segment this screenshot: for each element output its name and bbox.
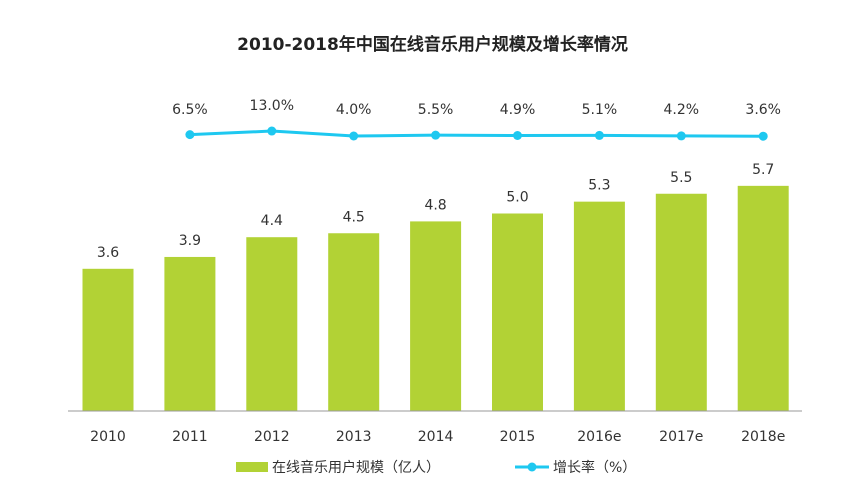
line-point [594, 130, 604, 140]
legend-line-marker [515, 462, 549, 472]
line-data-label: 3.6% [745, 102, 781, 118]
line-data-label: 5.5% [418, 102, 454, 118]
bar-data-label: 3.6 [97, 245, 119, 261]
bar-data-label: 3.9 [179, 233, 201, 249]
x-tick-label: 2013 [336, 429, 372, 445]
bar-data-label: 4.8 [424, 197, 446, 213]
line-point [267, 126, 277, 136]
bar [246, 237, 298, 411]
bar [737, 185, 789, 411]
line-data-label: 13.0% [250, 98, 294, 114]
bar-data-label: 5.5 [670, 170, 692, 186]
legend-line-label: 增长率（%） [553, 460, 637, 476]
growth-line [189, 129, 764, 138]
line-data-label: 4.0% [336, 102, 372, 118]
line-point [349, 131, 359, 141]
bar [492, 213, 543, 411]
bar [573, 201, 625, 411]
bar [655, 193, 707, 411]
line-point [676, 131, 686, 141]
x-tick-label: 2011 [172, 429, 208, 445]
x-tick-label: 2015 [500, 429, 536, 445]
x-tick-label: 2017e [659, 429, 703, 445]
line-data-label: 6.5% [172, 102, 208, 118]
x-tick-label: 2010 [90, 429, 126, 445]
legend-bar-label: 在线音乐用户规模（亿人） [272, 460, 440, 476]
legend-item-line: 增长率（%） [515, 457, 636, 477]
x-tick-label: 2016e [577, 429, 621, 445]
bar-data-label: 5.7 [752, 162, 774, 178]
line-point [185, 130, 195, 140]
bar [82, 268, 134, 411]
bar-data-label: 5.3 [588, 178, 610, 194]
bar-data-label: 4.4 [261, 213, 283, 229]
legend-item-bar: 在线音乐用户规模（亿人） [236, 457, 440, 477]
bar-data-label: 4.5 [343, 209, 365, 225]
bar [164, 256, 216, 411]
bar-data-label: 5.0 [506, 190, 528, 206]
line-point [513, 131, 522, 141]
line-data-label: 4.2% [664, 102, 700, 118]
chart-title: 2010-2018年中国在线音乐用户规模及增长率情况 [237, 35, 628, 55]
x-tick-label: 2012 [254, 429, 290, 445]
legend-bar-swatch [236, 462, 268, 472]
bar [410, 221, 462, 411]
line-data-label: 5.1% [582, 102, 618, 118]
line-point [758, 131, 768, 141]
line-data-label: 4.9% [500, 102, 536, 118]
bar [328, 233, 380, 411]
x-tick-label: 2018e [741, 429, 785, 445]
line-point [431, 130, 441, 140]
x-tick-label: 2014 [418, 429, 454, 445]
